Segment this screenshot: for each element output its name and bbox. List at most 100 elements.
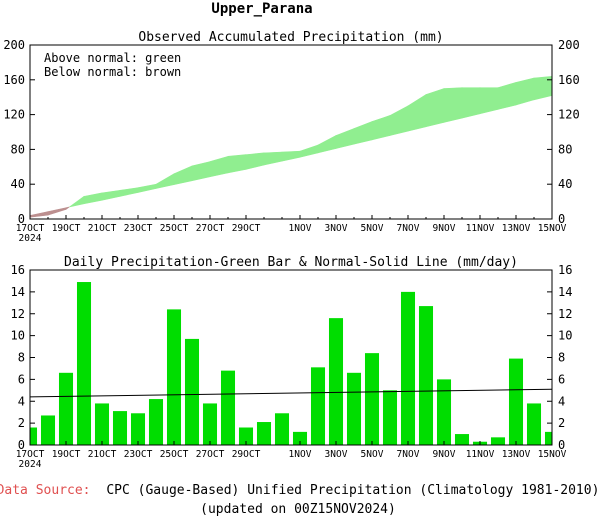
accumulated-x-tick-label: 27OCT xyxy=(196,223,225,234)
daily-y-tick-label-right: 16 xyxy=(558,263,572,277)
accumulated-y-tick-label: 80 xyxy=(11,142,25,156)
accumulated-x-tick-label: 1NOV xyxy=(289,223,312,234)
daily-x-tick-label: 23OCT xyxy=(124,449,153,460)
accumulated-y-tick-label-right: 200 xyxy=(558,38,580,52)
daily-bar xyxy=(220,370,236,446)
daily-x-tick-label: 13NOV xyxy=(502,449,531,460)
accumulated-plot-frame xyxy=(29,44,553,220)
accumulated-chart: Observed Accumulated Precipitation (mm) … xyxy=(3,30,579,244)
accumulated-x-tick-label: 29OCT xyxy=(232,223,261,234)
daily-y-tick-label: 16 xyxy=(11,263,25,277)
daily-x-tick-label: 27OCT xyxy=(196,449,225,460)
daily-y-tick-label: 0 xyxy=(18,438,25,452)
daily-bar xyxy=(544,431,552,446)
daily-x-tick-label: 11NOV xyxy=(466,449,495,460)
accumulated-x-tick-label: 17OCT xyxy=(16,223,45,234)
accumulated-area-segment xyxy=(425,88,445,128)
accumulated-x-tick-sublabel: 2024 xyxy=(19,233,42,244)
daily-x-tick-label: 1NOV xyxy=(289,449,312,460)
accumulated-x-tick-label: 13NOV xyxy=(502,223,531,234)
daily-y-tick-label: 10 xyxy=(11,329,25,343)
daily-bar xyxy=(454,434,470,445)
daily-x-tick-label: 25OCT xyxy=(160,449,189,460)
accumulated-y-tick-label: 40 xyxy=(11,177,25,191)
accumulated-y-tick-label: 200 xyxy=(3,38,25,52)
accumulated-y-tick-label-right: 120 xyxy=(558,108,580,122)
daily-y-tick-label: 14 xyxy=(11,285,25,299)
accumulated-y-tick-label-right: 160 xyxy=(558,73,580,87)
legend-below-normal: Below normal: brown xyxy=(44,65,181,79)
page-title: Upper_Parana xyxy=(211,1,312,17)
accumulated-x-tick-label: 21OCT xyxy=(88,223,117,234)
daily-bar xyxy=(382,390,398,445)
accumulated-x-tick-label: 5NOV xyxy=(361,223,384,234)
daily-bar xyxy=(166,309,182,446)
daily-y-tick-label-right: 0 xyxy=(558,438,565,452)
accumulated-area-segment xyxy=(479,87,499,115)
daily-y-tick-label: 8 xyxy=(18,351,25,365)
legend-above-normal: Above normal: green xyxy=(44,51,181,65)
accumulated-x-tick-label: 7NOV xyxy=(397,223,420,234)
daily-y-tick-label: 12 xyxy=(11,307,25,321)
daily-y-tick-label: 2 xyxy=(18,416,25,430)
daily-bar xyxy=(418,306,434,445)
daily-bar xyxy=(76,282,92,445)
daily-bar xyxy=(94,403,110,445)
daily-bar xyxy=(274,413,290,445)
accumulated-x-tick-label: 23OCT xyxy=(124,223,153,234)
daily-bar xyxy=(130,413,146,445)
daily-x-tick-label: 21OCT xyxy=(88,449,117,460)
accumulated-x-tick-label: 9NOV xyxy=(433,223,456,234)
daily-bar xyxy=(184,338,200,445)
accumulated-areas xyxy=(29,75,553,218)
accumulated-area-segment xyxy=(443,87,463,123)
daily-x-tick-label: 17OCT xyxy=(16,449,45,460)
accumulated-chart-title: Observed Accumulated Precipitation (mm) xyxy=(138,30,443,45)
daily-bar xyxy=(436,379,452,446)
daily-bar xyxy=(526,403,542,445)
accumulated-x-tick-label: 25OCT xyxy=(160,223,189,234)
daily-bar xyxy=(310,367,326,445)
daily-bar xyxy=(328,318,344,446)
daily-y-tick-label-right: 10 xyxy=(558,329,572,343)
daily-y-tick-label-right: 6 xyxy=(558,372,565,386)
daily-y-tick-label: 6 xyxy=(18,372,25,386)
daily-bar xyxy=(112,411,128,445)
accumulated-area-segment xyxy=(65,206,70,211)
accumulated-area-segment xyxy=(227,154,247,174)
daily-bars xyxy=(30,282,552,446)
daily-normal-line xyxy=(29,388,553,398)
daily-x-tick-label: 9NOV xyxy=(433,449,456,460)
daily-bar xyxy=(490,437,506,445)
accumulated-x-tick-label: 11NOV xyxy=(466,223,495,234)
daily-bar xyxy=(30,427,38,445)
daily-bar xyxy=(238,427,254,445)
daily-bar xyxy=(400,291,416,446)
daily-y-tick-label-right: 14 xyxy=(558,285,572,299)
accumulated-y-tick-label-right: 40 xyxy=(558,177,572,191)
daily-y-tick-label: 4 xyxy=(18,394,25,408)
data-source-text: CPC (Gauge-Based) Unified Precipitation … xyxy=(106,483,598,498)
daily-y-tick-label-right: 8 xyxy=(558,351,565,365)
accumulated-y-tick-label: 120 xyxy=(3,108,25,122)
daily-bar xyxy=(346,372,362,445)
daily-normal-segment xyxy=(29,388,553,398)
daily-x-tick-label: 19OCT xyxy=(52,449,81,460)
daily-chart: Daily Precipitation-Green Bar & Normal-S… xyxy=(11,255,573,470)
daily-bar xyxy=(148,399,164,445)
data-source-label: Data Source: xyxy=(0,483,91,498)
daily-bar xyxy=(40,415,56,445)
data-source-line: Data Source: CPC (Gauge-Based) Unified P… xyxy=(0,483,598,498)
daily-bar xyxy=(364,353,380,446)
accumulated-y-tick-label-right: 80 xyxy=(558,142,572,156)
accumulated-area-segment xyxy=(461,87,481,119)
accumulated-y-tick-label-right: 0 xyxy=(558,212,565,226)
daily-y-tick-label-right: 4 xyxy=(558,394,565,408)
daily-x-tick-label: 5NOV xyxy=(361,449,384,460)
daily-bar xyxy=(202,403,218,445)
accumulated-x-tick-label: 19OCT xyxy=(52,223,81,234)
daily-y-tick-label-right: 2 xyxy=(558,416,565,430)
daily-bar xyxy=(256,422,272,445)
